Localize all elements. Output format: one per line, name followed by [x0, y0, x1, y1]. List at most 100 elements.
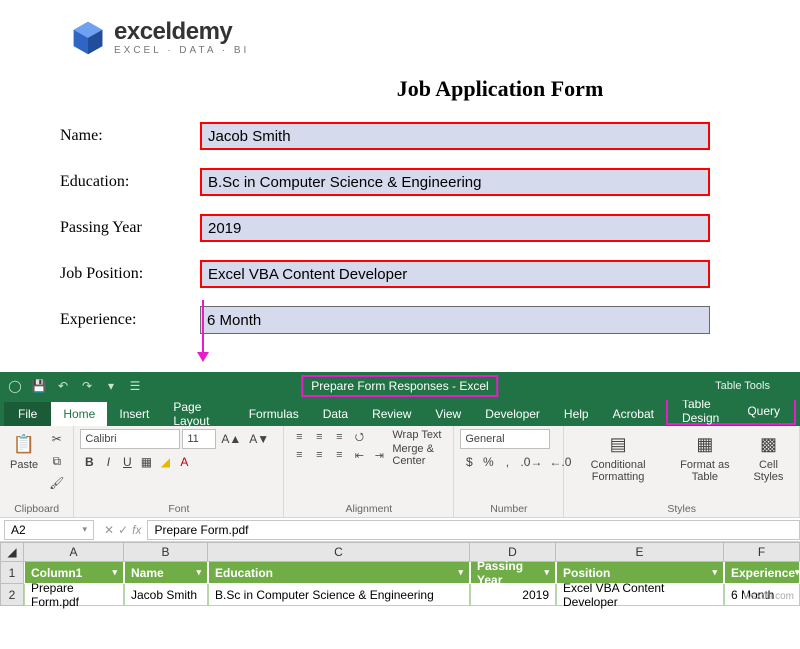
- field-passing-year[interactable]: 2019: [200, 214, 710, 242]
- select-all-corner[interactable]: ◢: [0, 542, 24, 562]
- increase-decimal-icon[interactable]: .0→: [517, 452, 545, 472]
- tab-view[interactable]: View: [423, 402, 473, 426]
- cell[interactable]: B.Sc in Computer Science & Engineering: [208, 584, 470, 606]
- group-font-label: Font: [80, 501, 277, 515]
- tab-data[interactable]: Data: [311, 402, 360, 426]
- align-top-icon[interactable]: ≡: [290, 429, 308, 445]
- underline-button[interactable]: U: [118, 452, 136, 472]
- indent-decrease-icon[interactable]: ⇤: [350, 447, 368, 463]
- indent-increase-icon[interactable]: ⇥: [370, 447, 388, 463]
- worksheet[interactable]: ◢ A B C D E F 1 Column1▾ Name▾ Education…: [0, 542, 800, 606]
- cell[interactable]: 2019: [470, 584, 556, 606]
- fx-icon[interactable]: fx: [132, 523, 141, 537]
- cell[interactable]: Jacob Smith: [124, 584, 208, 606]
- percent-icon[interactable]: %: [479, 452, 497, 472]
- tab-help[interactable]: Help: [552, 402, 601, 426]
- tab-insert[interactable]: Insert: [107, 402, 161, 426]
- align-center-icon[interactable]: ≡: [310, 447, 328, 463]
- format-as-table-button[interactable]: ▦ Format as Table: [670, 429, 740, 485]
- redo-icon[interactable]: ↷: [78, 377, 96, 395]
- increase-font-icon[interactable]: A▲: [218, 429, 244, 449]
- cell-styles-button[interactable]: ▩ Cell Styles: [744, 429, 793, 485]
- col-header[interactable]: A: [24, 542, 124, 562]
- number-format-combo[interactable]: General: [460, 429, 550, 449]
- col-header[interactable]: B: [124, 542, 208, 562]
- cut-icon[interactable]: ✂: [46, 429, 67, 449]
- field-experience[interactable]: 6 Month: [200, 306, 710, 334]
- decrease-font-icon[interactable]: A▼: [246, 429, 272, 449]
- filter-dropdown-icon[interactable]: ▾: [795, 567, 800, 578]
- label-job-position: Job Position:: [30, 265, 200, 283]
- field-name[interactable]: Jacob Smith: [200, 122, 710, 150]
- format-painter-icon[interactable]: 🖌: [46, 473, 67, 493]
- borders-icon[interactable]: ▦: [137, 452, 155, 472]
- field-job-position[interactable]: Excel VBA Content Developer: [200, 260, 710, 288]
- undo-icon[interactable]: ↶: [54, 377, 72, 395]
- table-header[interactable]: Passing Year▾: [470, 562, 556, 584]
- table-header[interactable]: Experience▾: [724, 562, 800, 584]
- field-education[interactable]: B.Sc in Computer Science & Engineering: [200, 168, 710, 196]
- tab-developer[interactable]: Developer: [473, 402, 552, 426]
- align-middle-icon[interactable]: ≡: [310, 429, 328, 445]
- filter-dropdown-icon[interactable]: ▾: [112, 567, 117, 578]
- tab-home[interactable]: Home: [51, 402, 107, 426]
- touch-mode-icon[interactable]: ☰: [126, 377, 144, 395]
- cancel-icon[interactable]: ✕: [104, 523, 114, 537]
- col-header[interactable]: E: [556, 542, 724, 562]
- ribbon-tabs: File Home Insert Page Layout Formulas Da…: [0, 400, 800, 426]
- italic-button[interactable]: I: [99, 452, 117, 472]
- align-right-icon[interactable]: ≡: [330, 447, 348, 463]
- tab-query[interactable]: Query: [733, 399, 794, 423]
- font-color-icon[interactable]: A: [175, 452, 193, 472]
- font-size-combo[interactable]: 11: [182, 429, 216, 449]
- cell[interactable]: Prepare Form.pdf: [24, 584, 124, 606]
- paste-label: Paste: [10, 459, 38, 471]
- cell[interactable]: Excel VBA Content Developer: [556, 584, 724, 606]
- name-box[interactable]: A2 ▾: [4, 520, 94, 540]
- filter-dropdown-icon[interactable]: ▾: [712, 567, 717, 578]
- qat-more-icon[interactable]: ▾: [102, 377, 120, 395]
- comma-icon[interactable]: ,: [498, 452, 516, 472]
- tab-acrobat[interactable]: Acrobat: [601, 402, 666, 426]
- format-table-icon: ▦: [692, 431, 718, 457]
- align-left-icon[interactable]: ≡: [290, 447, 308, 463]
- table-header[interactable]: Name▾: [124, 562, 208, 584]
- align-bottom-icon[interactable]: ≡: [330, 429, 348, 445]
- table-header-label: Education: [215, 566, 273, 580]
- name-box-value: A2: [11, 523, 26, 537]
- col-header[interactable]: C: [208, 542, 470, 562]
- merge-center-button[interactable]: Merge & Center: [392, 443, 447, 467]
- currency-icon[interactable]: $: [460, 452, 478, 472]
- formula-input[interactable]: Prepare Form.pdf: [147, 520, 800, 540]
- row-header[interactable]: 2: [0, 584, 24, 606]
- orientation-icon[interactable]: ⭯: [350, 429, 368, 445]
- cond-format-icon: ▤: [605, 431, 631, 457]
- tab-file[interactable]: File: [4, 402, 51, 426]
- tab-page-layout[interactable]: Page Layout: [161, 402, 236, 426]
- filter-dropdown-icon[interactable]: ▾: [458, 567, 463, 578]
- col-header[interactable]: F: [724, 542, 800, 562]
- enter-icon[interactable]: ✓: [118, 523, 128, 537]
- bold-button[interactable]: B: [80, 452, 98, 472]
- group-clipboard-label: Clipboard: [6, 501, 67, 515]
- wrap-text-button[interactable]: Wrap Text: [392, 429, 447, 441]
- copy-icon[interactable]: ⧉: [46, 451, 67, 471]
- tab-review[interactable]: Review: [360, 402, 423, 426]
- row-header[interactable]: 1: [0, 562, 24, 584]
- font-name-combo[interactable]: Calibri: [80, 429, 180, 449]
- tab-formulas[interactable]: Formulas: [237, 402, 311, 426]
- group-font: Calibri 11 A▲ A▼ B I U ▦ ◢ A Font: [74, 426, 284, 517]
- label-name: Name:: [30, 127, 200, 145]
- name-box-dropdown-icon[interactable]: ▾: [82, 524, 87, 535]
- paste-button[interactable]: 📋 Paste: [6, 429, 42, 473]
- tab-table-design[interactable]: Table Design: [668, 399, 733, 423]
- filter-dropdown-icon[interactable]: ▾: [544, 567, 549, 578]
- fill-color-icon[interactable]: ◢: [156, 452, 174, 472]
- cell-styles-label: Cell Styles: [748, 459, 789, 483]
- group-number: General $ % , .0→ ←.0 Number: [454, 426, 564, 517]
- conditional-formatting-button[interactable]: ▤ Conditional Formatting: [570, 429, 665, 485]
- filter-dropdown-icon[interactable]: ▾: [196, 567, 201, 578]
- autosave-toggle-icon[interactable]: ◯: [6, 377, 24, 395]
- save-icon[interactable]: 💾: [30, 377, 48, 395]
- table-header[interactable]: Education ▾: [208, 562, 470, 584]
